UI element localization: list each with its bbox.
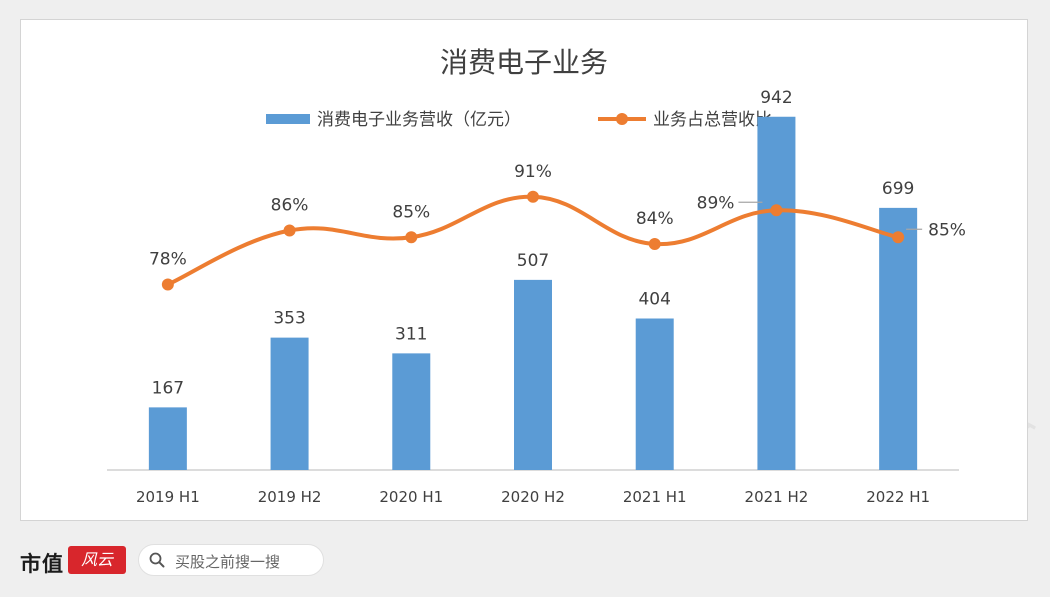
x-tick-label: 2021 H2 [745, 488, 809, 506]
x-tick-label: 2022 H1 [866, 488, 930, 506]
x-tick-label: 2020 H2 [501, 488, 565, 506]
bar [757, 116, 796, 470]
brand-logo-text: 市值 [20, 551, 64, 576]
bar [270, 337, 309, 470]
ratio-value-label: 86% [271, 196, 309, 216]
chart-card: 消费电子业务 消费电子业务营收（亿元） 业务占总营收比 167 353 311 507… [20, 19, 1028, 521]
legend-line-label: 业务占总营收比 [653, 110, 772, 130]
bar-value-label: 353 [273, 309, 305, 329]
x-tick-label: 2019 H1 [136, 488, 200, 506]
brand-logo-seal: 风云 [68, 546, 126, 574]
search-box[interactable]: 买股之前搜一搜 [138, 544, 324, 576]
ratio-marker [648, 238, 661, 250]
bar [148, 407, 187, 470]
ratio-value-label: 91% [514, 162, 552, 182]
legend-bar-swatch [266, 114, 310, 124]
bar [635, 318, 674, 470]
ratio-marker [161, 278, 174, 291]
legend-bar-label: 消费电子业务营收（亿元） [317, 110, 521, 130]
ratio-value-label: 78% [149, 250, 187, 270]
ratio-marker [892, 231, 905, 244]
bar-value-label: 167 [152, 378, 184, 398]
ratio-marker [405, 231, 418, 244]
ratio-marker [770, 204, 783, 217]
bar-value-label: 507 [517, 251, 549, 271]
bar [392, 353, 431, 470]
ratio-value-label: 89% [697, 193, 735, 213]
footer: 市值 风云 买股之前搜一搜 [0, 528, 1050, 597]
chart-title: 消费电子业务 [440, 46, 608, 79]
ratio-value-label: 84% [636, 209, 674, 229]
ratio-marker [283, 224, 296, 237]
bar-value-label: 404 [638, 290, 670, 310]
ratio-value-label: 85% [928, 220, 966, 240]
legend-line-marker [616, 113, 628, 125]
ratio-value-label: 85% [392, 202, 430, 222]
bar [514, 279, 552, 470]
search-placeholder: 买股之前搜一搜 [175, 553, 281, 571]
x-tick-label: 2021 H1 [623, 488, 687, 506]
x-tick-label: 2020 H1 [379, 488, 443, 506]
ratio-marker [527, 190, 539, 203]
bar-value-label: 311 [395, 324, 427, 344]
bar-value-label: 942 [760, 88, 792, 108]
search-icon [149, 552, 165, 568]
bar-value-label: 699 [882, 179, 914, 199]
legend: 消费电子业务营收（亿元） 业务占总营收比 [266, 110, 772, 130]
bar [879, 207, 918, 470]
chart-canvas: 消费电子业务 消费电子业务营收（亿元） 业务占总营收比 167 353 311 507… [107, 46, 966, 506]
x-tick-label: 2019 H2 [258, 488, 322, 506]
